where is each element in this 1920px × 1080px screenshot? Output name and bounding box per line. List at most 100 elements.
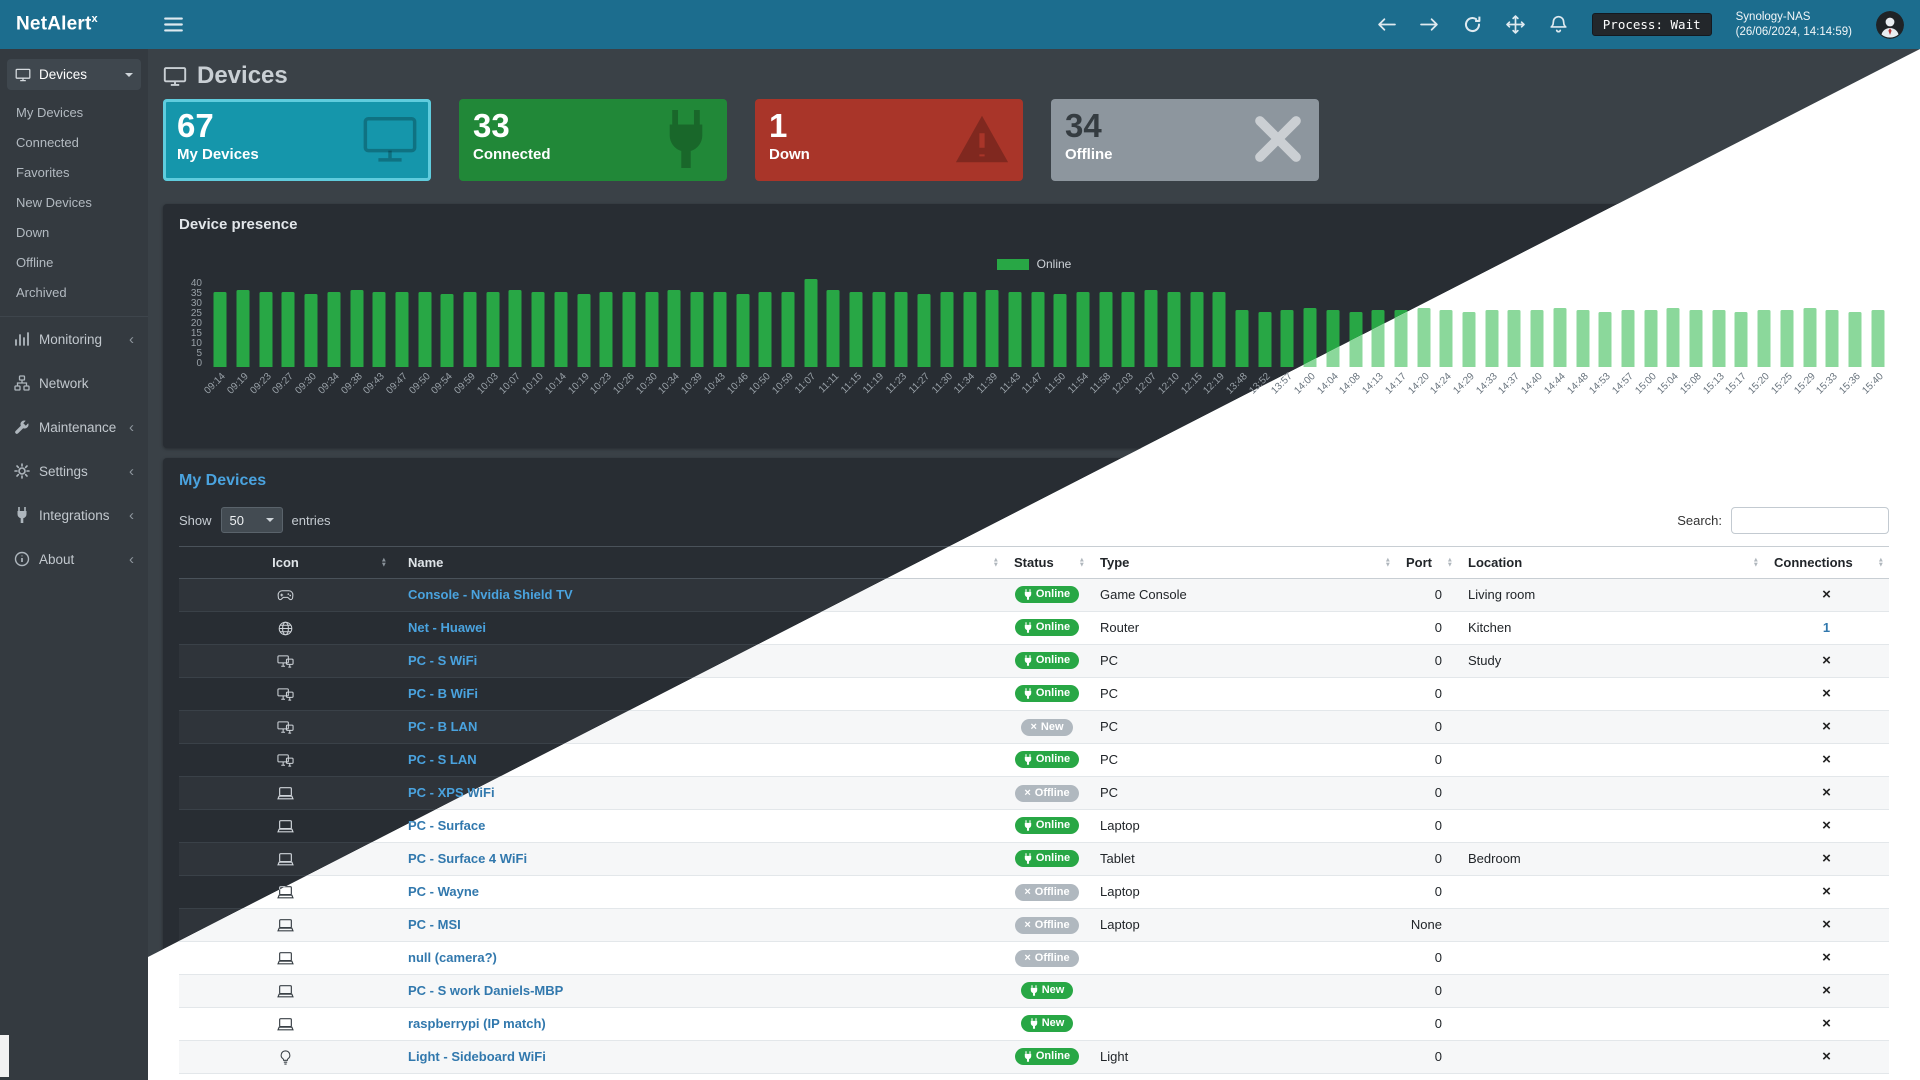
chart-legend[interactable]: Online xyxy=(179,257,1889,271)
column-header-icon[interactable]: Icon▲▼ xyxy=(179,546,392,579)
sidebar-item-archived[interactable]: Archived xyxy=(16,285,67,300)
tile-connected[interactable]: 33 Connected xyxy=(459,99,727,181)
column-header-status[interactable]: Status▲▼ xyxy=(1004,546,1090,579)
summary-tiles: 67 My Devices 33 Connected 1 Down xyxy=(163,99,1905,181)
sidebar-item-offline[interactable]: Offline xyxy=(16,255,54,270)
column-header-location[interactable]: Location▲▼ xyxy=(1458,546,1764,579)
laptop-icon xyxy=(15,68,31,82)
column-header-connections[interactable]: Connections▲▼ xyxy=(1764,546,1889,579)
chart-bar xyxy=(1576,310,1590,367)
chart-bar-slot: 10:23 xyxy=(589,279,618,427)
tile-my-devices[interactable]: 67 My Devices xyxy=(163,99,431,181)
chart-bar-slot: 10:03 xyxy=(475,279,504,427)
move-arrows-icon[interactable] xyxy=(1505,15,1525,34)
sidebar-toggle-button[interactable] xyxy=(164,15,183,34)
device-name-link[interactable]: PC - S LAN xyxy=(408,752,477,767)
device-name-link[interactable]: PC - B WiFi xyxy=(408,686,478,701)
y-tick-label: 25 xyxy=(190,308,202,319)
chart-bar xyxy=(350,290,364,367)
chart-bar xyxy=(1258,312,1272,367)
chart-bar xyxy=(1076,292,1090,367)
device-name-link[interactable]: Light - Sideboard WiFi xyxy=(408,1049,546,1064)
device-location xyxy=(1458,908,1764,942)
device-location xyxy=(1458,809,1764,843)
chart-bar xyxy=(1485,310,1499,367)
forward-arrow-icon[interactable] xyxy=(1419,15,1439,34)
sidebar-item-my-devices[interactable]: My Devices xyxy=(16,105,84,120)
no-connection-icon: × xyxy=(1822,652,1831,669)
device-port: 0 xyxy=(1396,809,1458,843)
entries-label: entries xyxy=(291,512,331,528)
device-name-link[interactable]: Console - Nvidia Shield TV xyxy=(408,587,573,602)
sidebar-item-favorites[interactable]: Favorites xyxy=(16,165,70,180)
sidebar: Devices My Devices Connected Favorites New … xyxy=(0,49,148,1080)
chevron-left-icon: ‹ xyxy=(129,506,134,524)
entries-select[interactable]: 50 xyxy=(220,507,283,533)
sidebar-item-settings[interactable]: Settings ‹ xyxy=(0,449,148,493)
device-name-link[interactable]: raspberrypi (IP match) xyxy=(408,1016,546,1031)
column-header-port[interactable]: Port▲▼ xyxy=(1396,546,1458,579)
device-type: PC xyxy=(1090,677,1396,711)
device-port: 0 xyxy=(1396,578,1458,612)
device-name-link[interactable]: PC - Wayne xyxy=(408,884,480,899)
chart-bar-slot: 11:47 xyxy=(1020,279,1049,427)
search-input[interactable] xyxy=(1731,506,1889,534)
chart-bar-slot: 15:20 xyxy=(1746,279,1776,427)
tile-down[interactable]: 1 Down xyxy=(755,99,1023,181)
y-tick-label: 10 xyxy=(190,338,202,349)
chart-bar xyxy=(1780,310,1794,367)
device-location xyxy=(1458,941,1764,975)
device-name-link[interactable]: PC - Surface 4 WiFi xyxy=(408,851,528,866)
chart-bar xyxy=(736,294,750,367)
chart-bar xyxy=(1803,308,1817,367)
device-port: 0 xyxy=(1396,743,1458,777)
device-location xyxy=(1458,710,1764,744)
sidebar-item-new-devices[interactable]: New Devices xyxy=(16,195,92,210)
device-name-link[interactable]: PC - S WiFi xyxy=(408,653,478,668)
sidebar-item-about[interactable]: About ‹ xyxy=(0,537,148,581)
status-badge: Online xyxy=(1014,652,1080,669)
device-name-link[interactable]: PC - S work Daniels-MBP xyxy=(408,983,564,998)
chart-bar xyxy=(826,290,840,367)
device-location xyxy=(1458,743,1764,777)
y-tick-label: 15 xyxy=(190,328,202,339)
no-connection-icon: × xyxy=(1822,850,1831,867)
sidebar-item-devices[interactable]: Devices xyxy=(7,59,141,90)
device-name-link[interactable]: null (camera?) xyxy=(408,950,497,965)
device-location xyxy=(1458,776,1764,810)
device-name-link[interactable]: Net - Huawei xyxy=(408,620,487,635)
laptop-icon xyxy=(179,1007,392,1041)
laptop-icon xyxy=(179,809,392,843)
sidebar-item-label: Settings xyxy=(39,463,88,479)
sidebar-item-network[interactable]: Network xyxy=(0,361,148,405)
chart-bar xyxy=(781,292,795,367)
connections-link[interactable]: 1 xyxy=(1822,620,1831,635)
sidebar-item-integrations[interactable]: Integrations ‹ xyxy=(0,493,148,537)
bell-icon[interactable] xyxy=(1549,15,1568,34)
chart-bar-slot: 09:14 xyxy=(203,279,232,427)
back-arrow-icon[interactable] xyxy=(1377,15,1396,34)
chart-bar-slot: 15:04 xyxy=(1656,279,1685,427)
chart-bar xyxy=(577,294,591,367)
entries-select-value: 50 xyxy=(229,512,244,528)
refresh-icon[interactable] xyxy=(1463,15,1482,34)
sidebar-item-connected[interactable]: Connected xyxy=(16,135,79,150)
device-name-link[interactable]: PC - B LAN xyxy=(408,719,478,734)
sidebar-item-maintenance[interactable]: Maintenance ‹ xyxy=(0,405,148,449)
app-logo[interactable]: NetAlertx xyxy=(16,13,98,35)
sidebar-item-down[interactable]: Down xyxy=(16,225,50,240)
chart-bar xyxy=(645,292,659,367)
column-header-type[interactable]: Type▲▼ xyxy=(1090,546,1396,579)
tile-offline[interactable]: 34 Offline xyxy=(1051,99,1319,181)
device-name-link[interactable]: PC - Surface xyxy=(408,818,486,833)
sidebar-item-monitoring[interactable]: Monitoring ‹ xyxy=(0,317,148,361)
chart-bar xyxy=(1439,310,1453,367)
column-header-name[interactable]: Name▲▼ xyxy=(392,546,1004,579)
chart-bar xyxy=(259,292,273,367)
sort-icon: ▲▼ xyxy=(1078,556,1085,569)
user-avatar[interactable] xyxy=(1876,10,1904,39)
device-name-link[interactable]: PC - MSI xyxy=(408,917,461,932)
show-label: Show xyxy=(179,512,212,528)
